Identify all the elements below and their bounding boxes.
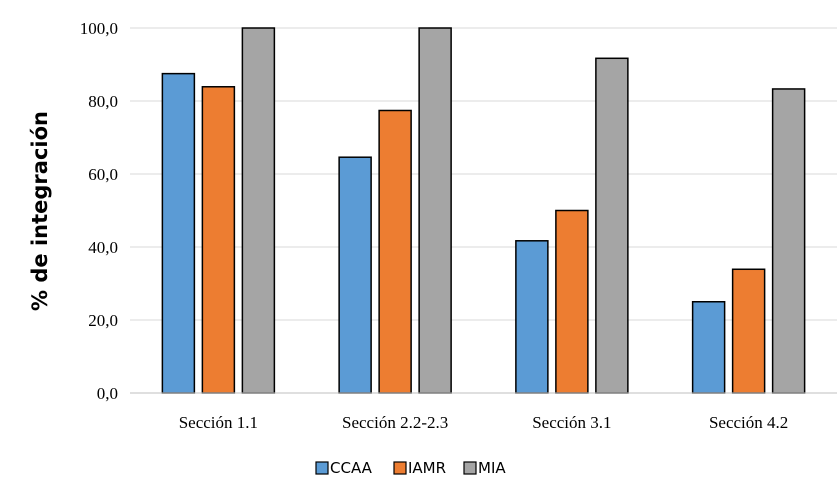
bar-mia-2 — [418, 27, 452, 394]
bar-iamr-3 — [555, 209, 589, 394]
legend-label-ccaa: CCAA — [330, 459, 373, 477]
legend-label-mia: MIA — [478, 459, 506, 477]
y-tick-label: 20,0 — [88, 311, 118, 330]
bar-mia-3 — [595, 57, 629, 394]
bar-ccaa-4 — [691, 301, 726, 394]
legend-label-iamr: IAMR — [408, 459, 446, 477]
y-tick-labels: 0,0 20,0 40,0 60,0 80,0 100,0 — [80, 19, 118, 403]
bar-mia-4 — [771, 88, 806, 394]
legend-swatch-mia — [463, 461, 477, 475]
legend-swatch-ccaa — [315, 461, 329, 475]
y-tick-label: 0,0 — [97, 384, 118, 403]
x-tick-labels: Sección 1.1 Sección 2.2-2.3 Sección 3.1 Sec… — [179, 413, 789, 432]
bar-iamr-4 — [731, 268, 766, 394]
x-tick-label: Sección 2.2-2.3 — [342, 413, 448, 432]
bar-iamr-2 — [378, 109, 412, 394]
legend: CCAA IAMR MIA — [315, 459, 506, 477]
x-tick-label: Sección 3.1 — [532, 413, 611, 432]
y-tick-label: 100,0 — [80, 19, 118, 38]
bars — [161, 27, 806, 394]
y-axis-label: % de integración — [28, 111, 52, 311]
x-tick-label: Sección 1.1 — [179, 413, 258, 432]
y-tick-label: 60,0 — [88, 165, 118, 184]
legend-swatch-iamr — [393, 461, 407, 475]
bar-iamr-1 — [201, 86, 236, 394]
bar-ccaa-2 — [338, 156, 372, 394]
gridlines — [130, 27, 837, 321]
x-tick-label: Sección 4.2 — [709, 413, 788, 432]
bar-ccaa-3 — [515, 240, 549, 394]
y-tick-label: 40,0 — [88, 238, 118, 257]
y-tick-label: 80,0 — [88, 92, 118, 111]
bar-mia-1 — [241, 27, 276, 394]
bar-ccaa-1 — [161, 72, 196, 394]
